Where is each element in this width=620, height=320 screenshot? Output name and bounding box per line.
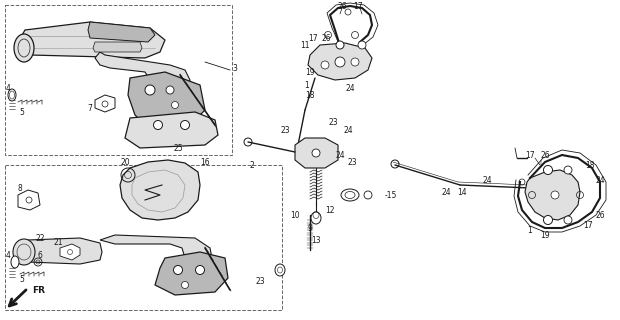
Text: -15: -15	[385, 190, 397, 199]
Ellipse shape	[102, 101, 108, 107]
Ellipse shape	[564, 166, 572, 174]
Polygon shape	[95, 95, 115, 112]
Polygon shape	[95, 52, 190, 95]
Polygon shape	[155, 252, 228, 295]
Text: 19: 19	[540, 230, 550, 239]
Text: 10: 10	[290, 211, 300, 220]
Ellipse shape	[311, 212, 321, 224]
Text: 1: 1	[528, 226, 533, 235]
Text: 24: 24	[441, 188, 451, 196]
Polygon shape	[128, 72, 205, 130]
Text: 6: 6	[38, 251, 42, 260]
Text: 26: 26	[540, 150, 550, 159]
Text: |: |	[539, 159, 541, 165]
Text: 8: 8	[17, 183, 22, 193]
Text: 4: 4	[6, 251, 11, 260]
Text: 24: 24	[345, 84, 355, 92]
Polygon shape	[100, 235, 212, 272]
Text: 23: 23	[328, 117, 338, 126]
Text: 23: 23	[280, 125, 290, 134]
Bar	[5, 5, 232, 155]
Text: 25: 25	[173, 143, 183, 153]
Ellipse shape	[174, 266, 182, 275]
Ellipse shape	[11, 256, 19, 268]
Ellipse shape	[341, 189, 359, 201]
Text: 21: 21	[53, 237, 63, 246]
Text: 18: 18	[305, 91, 315, 100]
Ellipse shape	[336, 41, 344, 49]
Text: 17: 17	[525, 150, 535, 159]
Text: 24: 24	[595, 175, 605, 185]
Polygon shape	[18, 22, 165, 58]
Polygon shape	[120, 160, 200, 220]
Ellipse shape	[14, 34, 34, 62]
Text: 1: 1	[304, 81, 309, 90]
Ellipse shape	[13, 239, 35, 265]
Ellipse shape	[312, 149, 320, 157]
Text: 26: 26	[595, 211, 605, 220]
Ellipse shape	[544, 215, 552, 225]
Text: 20: 20	[120, 157, 130, 166]
Polygon shape	[125, 112, 218, 148]
Polygon shape	[22, 238, 102, 264]
Ellipse shape	[172, 101, 179, 108]
Text: 17: 17	[353, 2, 363, 11]
Bar	[5, 165, 282, 310]
Text: 17: 17	[583, 220, 593, 229]
Text: 12: 12	[326, 205, 335, 214]
Text: FR: FR	[32, 286, 45, 295]
Text: 23: 23	[255, 277, 265, 286]
Ellipse shape	[551, 191, 559, 199]
Ellipse shape	[564, 216, 572, 224]
Ellipse shape	[8, 89, 16, 101]
Text: 3: 3	[232, 63, 237, 73]
Text: 22: 22	[35, 234, 45, 243]
Text: 2: 2	[250, 161, 254, 170]
Text: 16: 16	[200, 157, 210, 166]
Text: 5: 5	[20, 276, 24, 284]
Text: 24: 24	[335, 150, 345, 159]
Text: 5: 5	[20, 108, 24, 116]
Text: 26: 26	[321, 34, 331, 43]
Text: 17: 17	[308, 34, 318, 43]
Text: 13: 13	[311, 236, 321, 244]
Polygon shape	[93, 42, 142, 52]
Polygon shape	[18, 190, 40, 210]
Polygon shape	[88, 22, 155, 42]
Ellipse shape	[180, 121, 190, 130]
Text: 26: 26	[337, 2, 347, 11]
Ellipse shape	[351, 58, 359, 66]
Polygon shape	[295, 138, 338, 168]
Ellipse shape	[145, 85, 155, 95]
Text: 24: 24	[482, 175, 492, 185]
Ellipse shape	[335, 57, 345, 67]
Polygon shape	[525, 170, 580, 220]
Ellipse shape	[182, 282, 188, 289]
Text: 19: 19	[305, 68, 315, 76]
Text: 4: 4	[6, 84, 11, 92]
Text: 18: 18	[585, 161, 595, 170]
Ellipse shape	[544, 165, 552, 174]
Text: 9: 9	[308, 223, 312, 233]
Ellipse shape	[154, 121, 162, 130]
Polygon shape	[308, 43, 372, 80]
Text: 24: 24	[343, 125, 353, 134]
Ellipse shape	[195, 266, 205, 275]
Ellipse shape	[166, 86, 174, 94]
Polygon shape	[60, 244, 80, 260]
Ellipse shape	[358, 41, 366, 49]
Ellipse shape	[275, 264, 285, 276]
Text: 14: 14	[457, 188, 467, 196]
Text: 7: 7	[87, 103, 92, 113]
Text: 11: 11	[300, 41, 310, 50]
Ellipse shape	[321, 61, 329, 69]
Text: 23: 23	[347, 157, 357, 166]
